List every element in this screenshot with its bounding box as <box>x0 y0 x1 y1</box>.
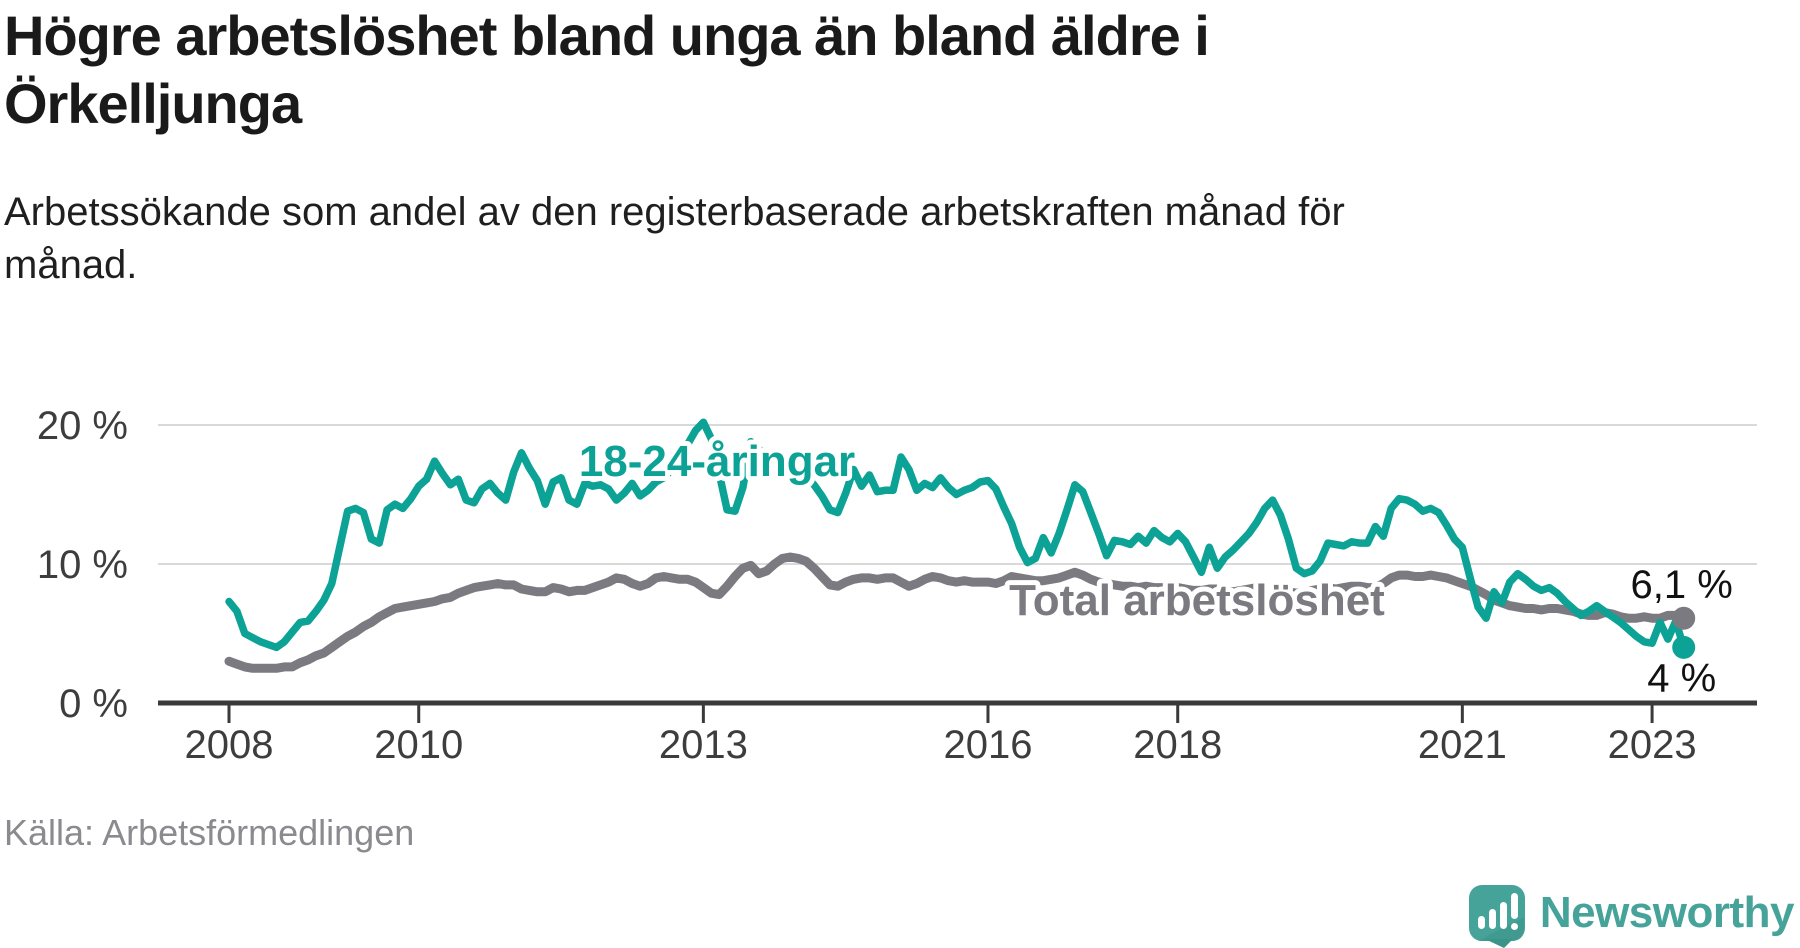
series-end-dot-youth <box>1672 635 1696 659</box>
series-end-dot-total <box>1672 606 1696 630</box>
value-label-youth: 4 % <box>1647 656 1716 700</box>
page-subtitle: Arbetssökande som andel av den registerb… <box>4 190 1345 287</box>
y-axis-label-0: 0 % <box>59 682 128 726</box>
x-axis-label-2016: 2016 <box>943 723 1032 767</box>
x-axis-label-2013: 2013 <box>659 723 748 767</box>
value-label-total: 6,1 % <box>1631 563 1733 607</box>
source-note: Källa: Arbetsförmedlingen <box>4 812 415 853</box>
x-axis-label-2021: 2021 <box>1418 723 1507 767</box>
brand-lockup: Newsworthy <box>1468 884 1795 948</box>
series-label-total: Total arbetslöshet <box>1009 576 1385 625</box>
x-axis-label-2023: 2023 <box>1608 723 1697 767</box>
newsworthy-logo-icon <box>1468 885 1525 948</box>
y-axis-label-10: 10 % <box>37 543 128 587</box>
y-axis-label-20: 20 % <box>37 404 128 448</box>
series-label-youth: 18-24-åringar <box>579 437 855 486</box>
x-axis-label-2010: 2010 <box>374 723 463 767</box>
x-axis-label-2018: 2018 <box>1133 723 1222 767</box>
series-line-youth <box>225 418 1688 652</box>
brand-name: Newsworthy <box>1539 888 1795 937</box>
page-title: Högre arbetslöshet bland unga än bland ä… <box>4 4 1210 136</box>
series-line-total <box>224 552 1689 673</box>
x-axis-label-2008: 2008 <box>185 723 274 767</box>
